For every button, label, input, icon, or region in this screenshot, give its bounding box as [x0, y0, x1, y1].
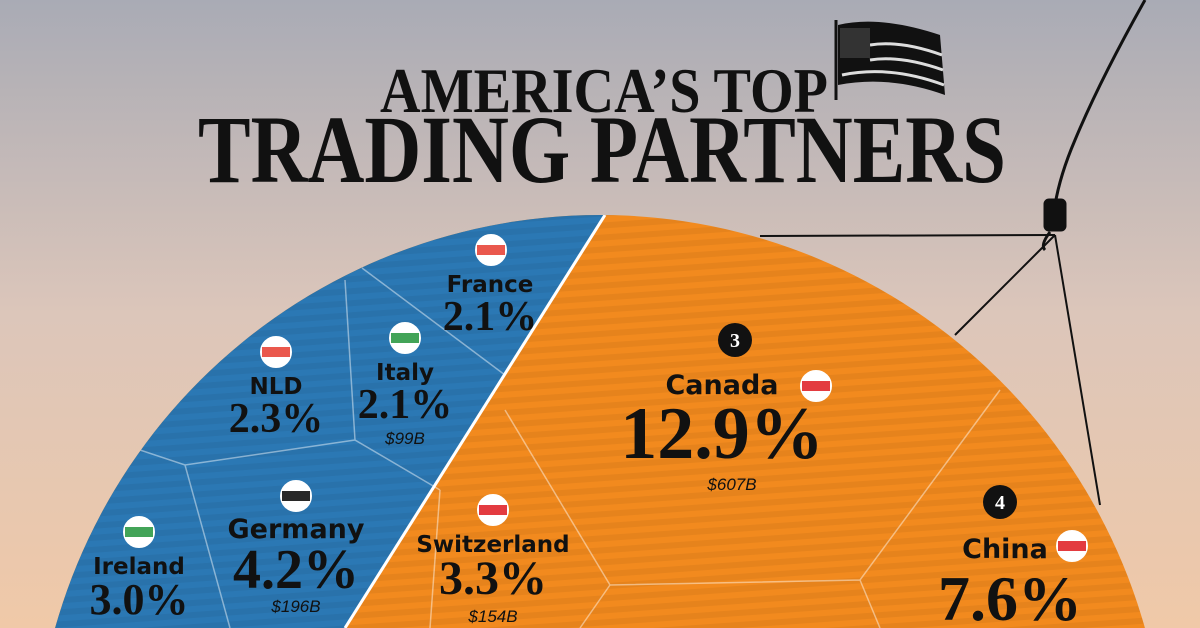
flag-band [479, 505, 507, 515]
flag-band [1058, 541, 1086, 551]
flag-band [282, 491, 310, 501]
country-name: Germany [228, 514, 365, 545]
trade-value: $607B [706, 475, 756, 494]
rank: 3 [730, 330, 740, 352]
country-name: France [447, 272, 534, 298]
flag-band [477, 245, 505, 255]
title-line1: AMERICA’S TOP [380, 55, 828, 126]
trade-share: 2.1% [358, 382, 453, 428]
trade-share: 2.3% [229, 396, 324, 442]
crane [759, 0, 1147, 506]
title-line2: TRADING PARTNERS [198, 96, 1006, 203]
trade-value: $154B [467, 607, 517, 626]
country-name: Canada [665, 370, 778, 401]
trade-share: 7.6% [938, 563, 1082, 628]
flag-band [125, 527, 153, 537]
country-name: NLD [250, 374, 303, 400]
flag-icon [834, 20, 945, 100]
rank-badge [983, 485, 1017, 519]
flag-band [391, 333, 419, 343]
country-name: Switzerland [416, 532, 569, 558]
trade-share: 2.1% [443, 294, 538, 340]
trade-share: 4.2% [233, 539, 359, 601]
country-name: China [962, 534, 1048, 565]
rank-badge [718, 323, 752, 357]
trade-value: $99B [384, 429, 425, 448]
rank: 4 [995, 492, 1005, 514]
flag-band [802, 381, 830, 391]
country-name: Italy [376, 360, 434, 386]
trade-share: 3.3% [439, 552, 547, 605]
country-name: Ireland [93, 554, 185, 580]
trade-share: 12.9% [620, 393, 824, 475]
flag-band [262, 347, 290, 357]
trade-value: $196B [270, 597, 320, 616]
trade-share: 3.0% [90, 575, 189, 624]
